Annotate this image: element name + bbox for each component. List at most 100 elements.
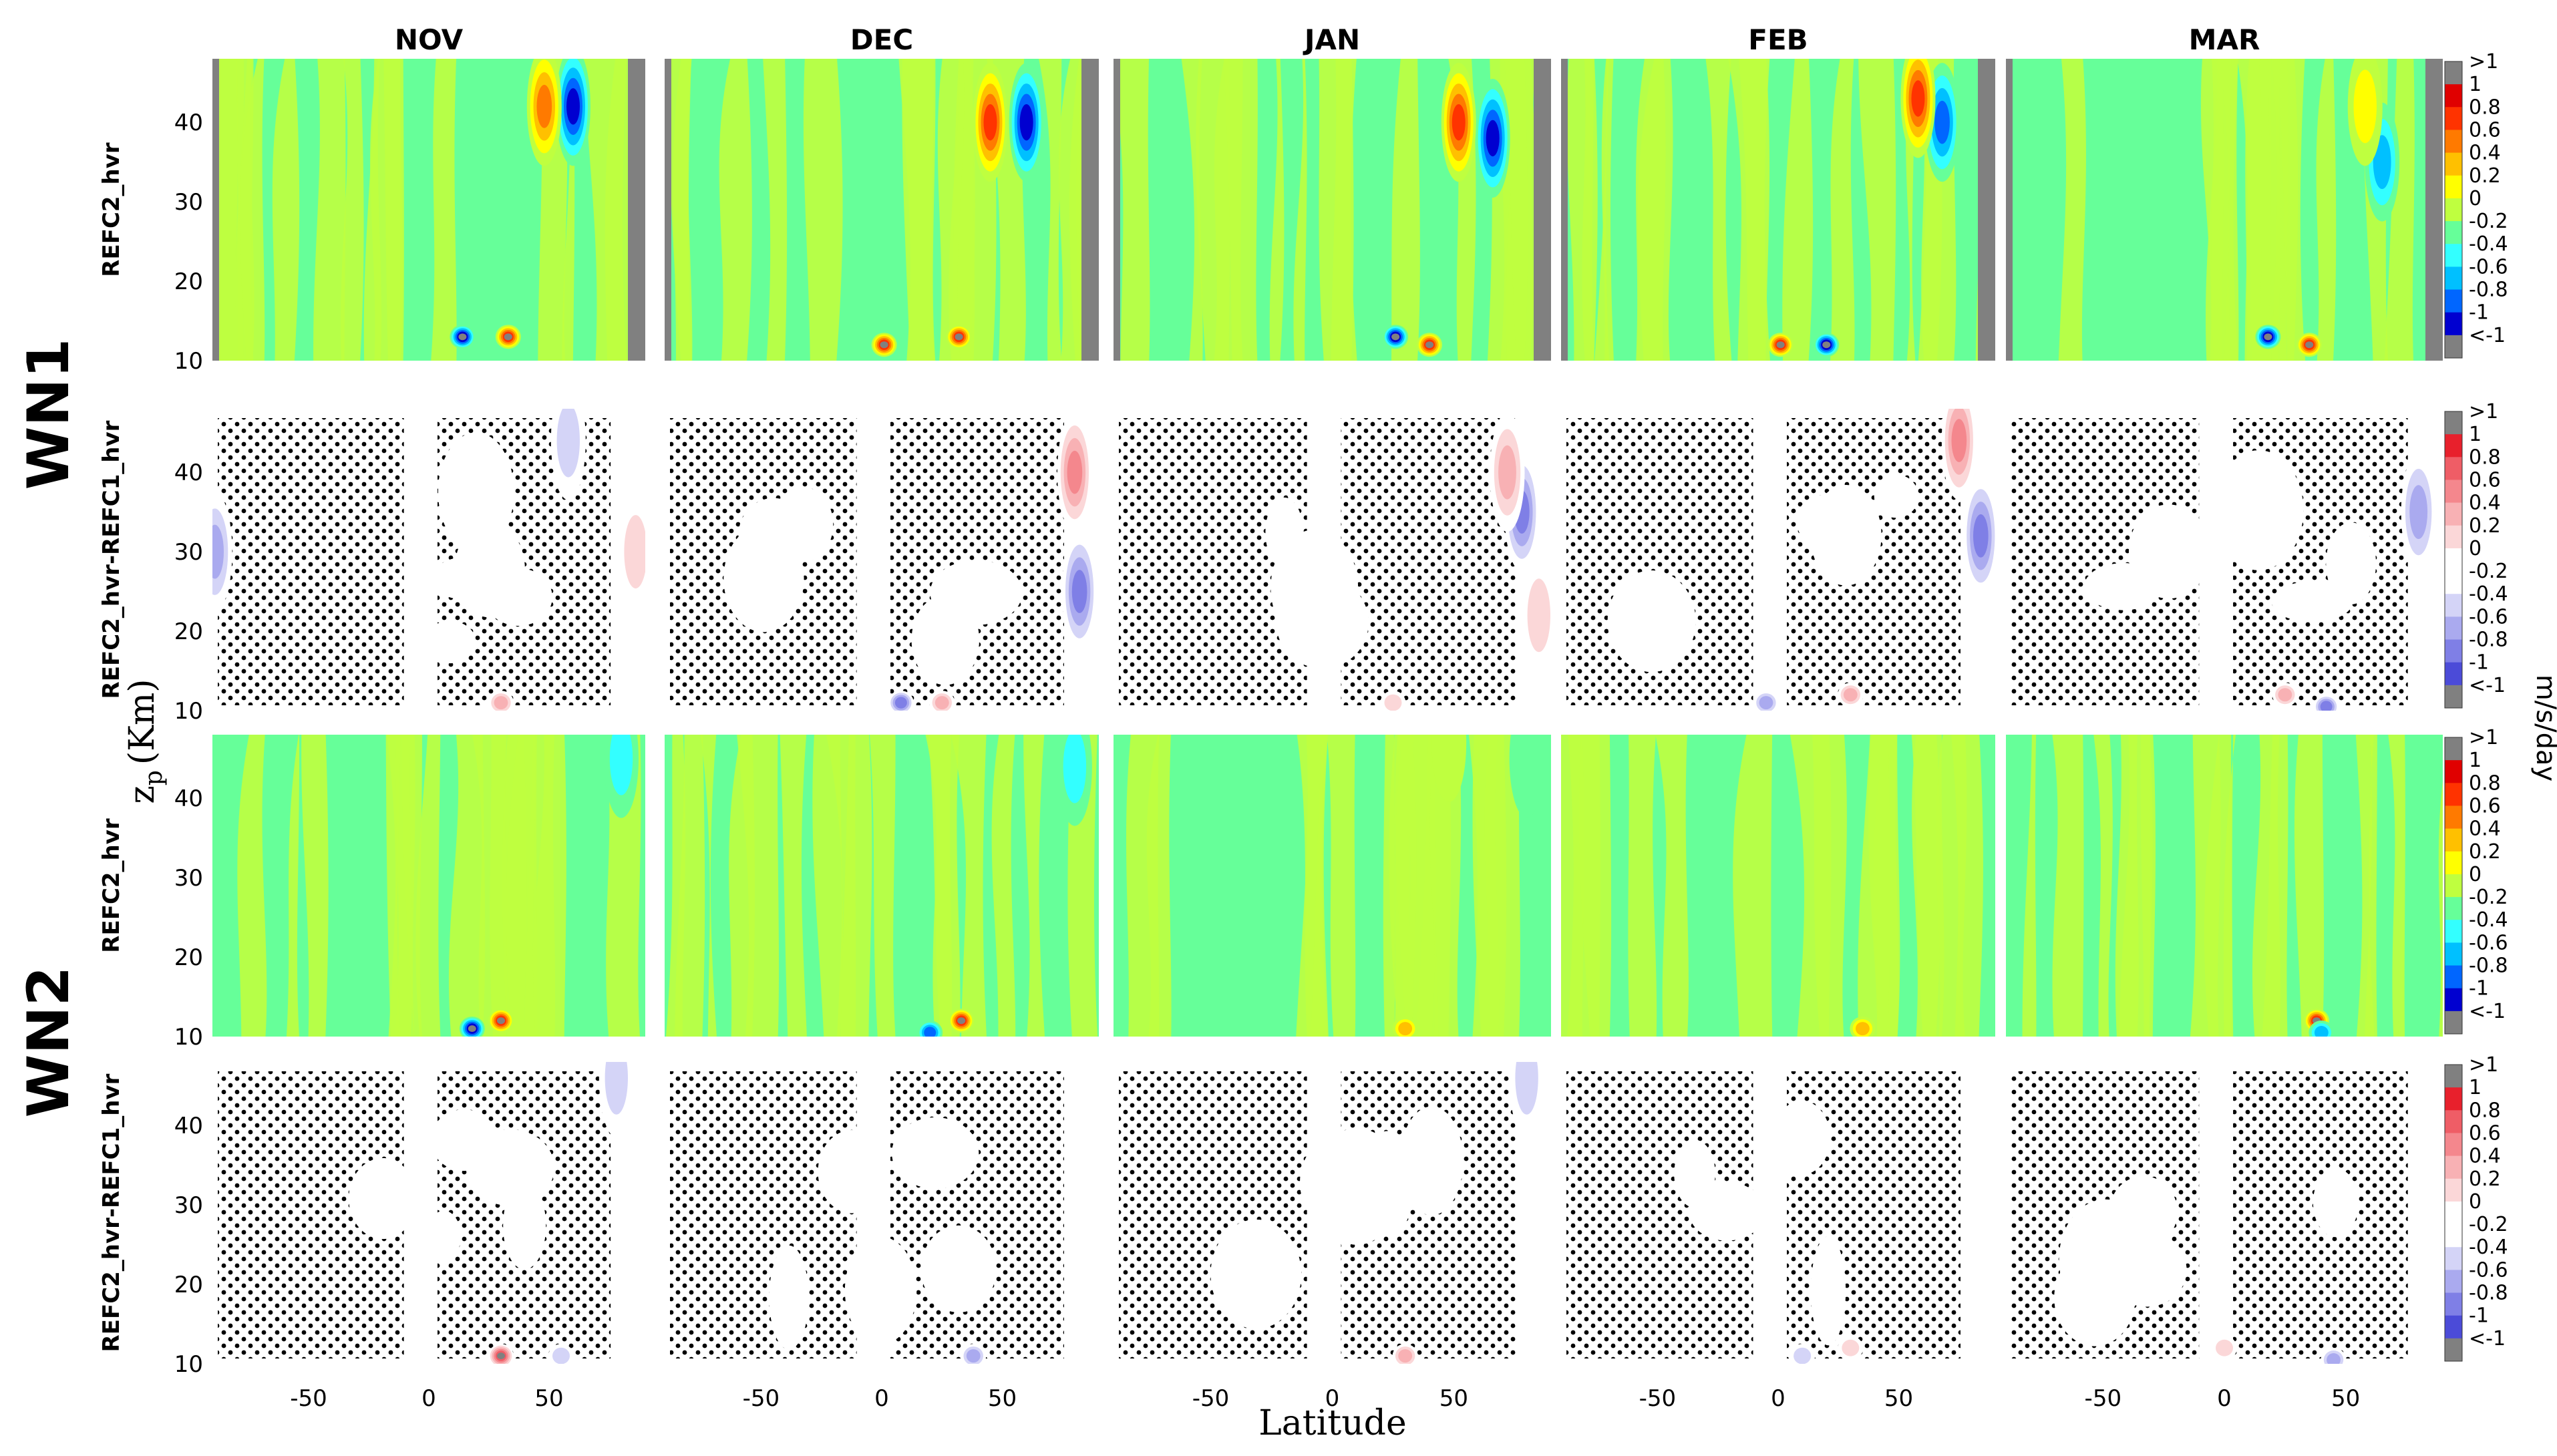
y-tick-label: 10 xyxy=(174,1351,203,1378)
panel-wn1-diff-nov: 10 20 30 40 xyxy=(174,409,645,725)
colorbar-tick-label: 0.2 xyxy=(2469,164,2501,188)
x-axis-title: Latitude xyxy=(1258,1403,1407,1443)
x-tick-label: 0 xyxy=(1771,1385,1785,1412)
colorbar-segment xyxy=(2445,1292,2462,1316)
colorbar-segment xyxy=(2445,828,2462,852)
contour-band-0.2 xyxy=(869,735,896,1037)
colorbar-segment xyxy=(2445,874,2462,898)
y-axis-title-main: z xyxy=(122,785,162,803)
colorbar-segment xyxy=(2445,737,2462,761)
contour-band-0.2 xyxy=(2093,735,2113,1037)
colorbar-tick-label: -0.4 xyxy=(2469,582,2508,606)
panel-wn2-diff-nov: 10 20 30 40 xyxy=(174,1062,645,1378)
panel-wn2-diff-jan xyxy=(1114,1062,1551,1364)
contour-band-0.2 xyxy=(1636,59,1666,361)
y-tick-label: 40 xyxy=(174,460,203,486)
y-tick-label: 30 xyxy=(174,865,203,892)
contour-band-0.2 xyxy=(531,735,566,1037)
contour-band-0.2 xyxy=(2115,735,2139,1037)
contour-feature xyxy=(1951,419,1967,462)
panel-wn2-diff-dec xyxy=(665,1062,1099,1364)
y-tick-label: 20 xyxy=(174,268,203,295)
colorbar-segment xyxy=(2445,107,2462,130)
contour-feature xyxy=(2353,69,2377,144)
contour-band-0.2 xyxy=(2237,59,2262,361)
contour-extreme xyxy=(458,333,467,341)
colorbar-tick-label: 0.4 xyxy=(2469,142,2501,165)
contour-band-0.2 xyxy=(2052,735,2084,1037)
colorbar-tick-label: -0.6 xyxy=(2469,255,2508,279)
non-significant-area xyxy=(438,432,514,552)
row-label-wn2-diff: REFC2_hvr-REFC1_hvr xyxy=(98,1073,125,1352)
contour-band-0.2 xyxy=(1468,735,1507,1037)
non-significant-area xyxy=(2326,522,2377,604)
colorbar-segment xyxy=(2445,548,2462,572)
contour-feature xyxy=(1911,80,1925,117)
contour-band-0.2 xyxy=(1389,735,1417,1037)
colorbar-tick-label: -0.4 xyxy=(2469,1236,2508,1259)
contour-feature xyxy=(869,1336,894,1360)
contour-band-0.2 xyxy=(286,735,300,1037)
contour-feature xyxy=(609,735,633,795)
colorbar-segment xyxy=(2445,411,2462,435)
colorbar-tick-label: 0.2 xyxy=(2469,514,2501,538)
contour-band-0.2 xyxy=(812,735,843,1037)
colorbar-tick-label: 0.6 xyxy=(2469,118,2501,142)
contour-feature xyxy=(966,1349,981,1363)
colorbar-segment xyxy=(2445,594,2462,617)
masked-region xyxy=(2006,59,2013,361)
non-significant-area xyxy=(349,1157,417,1240)
colorbar-segment xyxy=(2445,130,2462,154)
contour-feature xyxy=(1398,1022,1413,1036)
non-significant-area xyxy=(738,498,809,572)
contour-extreme xyxy=(2305,341,2314,349)
contour-feature xyxy=(2327,1353,2341,1364)
colorbar-tick-label: 0 xyxy=(2469,187,2482,210)
colorbar-tick-label: 0 xyxy=(2469,1190,2482,1214)
contour-band-0.2 xyxy=(1126,735,1160,1037)
contour-extreme xyxy=(955,333,963,341)
contour-band-0.2 xyxy=(431,59,457,361)
contour-feature xyxy=(1509,735,1544,818)
panel-wn1-diff-feb xyxy=(1561,409,1995,711)
contour-extreme xyxy=(504,333,512,341)
contour-band-0.2 xyxy=(1705,59,1732,361)
group-label-wn2: WN2 xyxy=(15,966,82,1118)
contour-band-0.2 xyxy=(237,735,267,1037)
contour-band-0.2 xyxy=(2384,59,2415,361)
contour-feature xyxy=(2373,135,2391,190)
panel-wn1-field-mar xyxy=(2006,59,2443,361)
contour-band-0.2 xyxy=(1224,59,1258,361)
contour-band-0.2 xyxy=(383,59,404,361)
colorbar-wn2-field: >110.80.60.40.20-0.2-0.4-0.6-0.8-1<-1 xyxy=(2444,726,2508,1035)
y-axis-title-subscript: p xyxy=(140,770,168,785)
column-title-jan: JAN xyxy=(1303,23,1360,56)
contour-band-0.2 xyxy=(1911,735,1941,1037)
colorbar-segment xyxy=(2445,1247,2462,1270)
non-significant-area xyxy=(2109,1175,2178,1248)
contour-band-0.2 xyxy=(1789,735,1832,1037)
colorbar-tick-label: 0.4 xyxy=(2469,492,2501,515)
colorbar-segment xyxy=(2445,84,2462,108)
contour-band-0.2 xyxy=(313,59,346,361)
colorbar-segment xyxy=(2445,1338,2462,1362)
contour-feature xyxy=(1843,688,1858,702)
masked-region xyxy=(628,59,645,361)
contour-feature xyxy=(934,696,949,710)
panel-wn1-diff-dec xyxy=(665,409,1099,711)
panel-wn1-field-nov: 10 20 30 40 xyxy=(174,59,645,375)
colorbar-tick-label: 1 xyxy=(2469,749,2482,772)
colorbar-segment xyxy=(2445,897,2462,920)
contour-band-0.2 xyxy=(2022,735,2037,1037)
masked-region xyxy=(1114,59,1120,361)
contour-feature xyxy=(2314,1026,2329,1037)
column-titles: NOV DEC JAN FEB MAR xyxy=(395,23,2260,56)
contour-band-0.2 xyxy=(1023,735,1045,1037)
contour-band-0.2 xyxy=(385,735,401,1037)
non-significant-area xyxy=(426,1210,461,1262)
contour-feature xyxy=(1934,100,1950,144)
x-tick-label: -50 xyxy=(1192,1385,1230,1412)
colorbar-tick-label: -0.2 xyxy=(2469,1213,2508,1236)
colorbar-tick-label: -0.2 xyxy=(2469,560,2508,583)
